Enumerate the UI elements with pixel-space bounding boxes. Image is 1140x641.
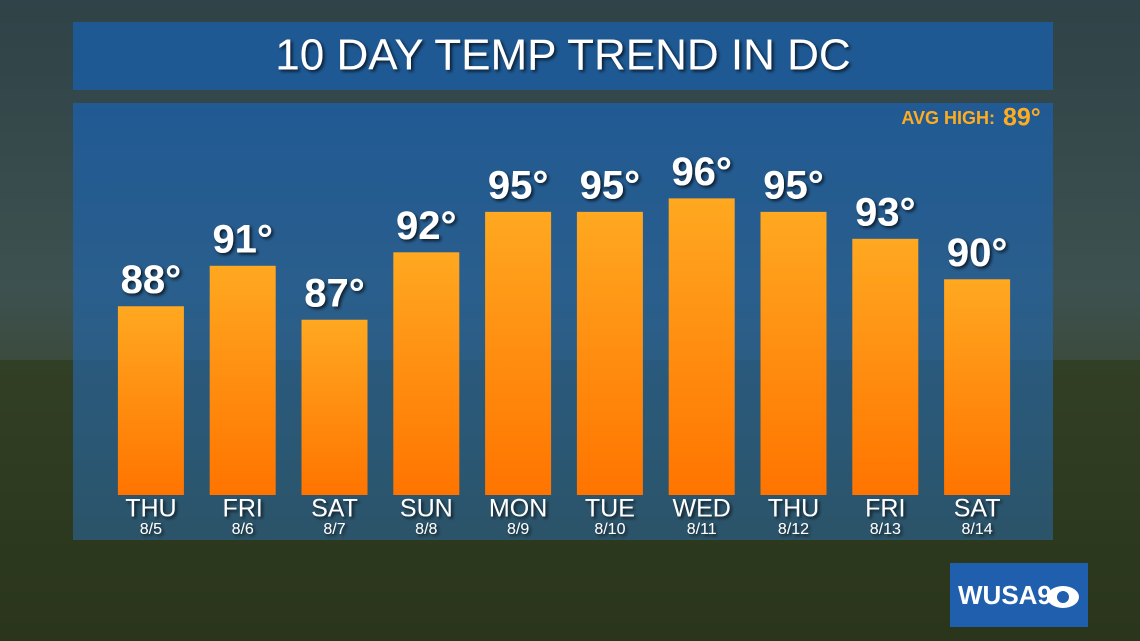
value-label: 92° xyxy=(396,204,457,248)
bar xyxy=(117,306,184,495)
date-label: 8/10 xyxy=(594,521,625,538)
date-label: 8/8 xyxy=(415,521,437,538)
date-label: 8/9 xyxy=(507,521,529,538)
x-tick-label: SAT xyxy=(954,495,1001,523)
value-label: 96° xyxy=(671,150,732,194)
bar xyxy=(944,279,1011,495)
value-label: 87° xyxy=(304,271,365,315)
x-tick-label: THU xyxy=(125,495,176,523)
x-tick-label: MON xyxy=(489,495,547,523)
date-label: 8/13 xyxy=(870,521,901,538)
date-label: 8/7 xyxy=(323,521,345,538)
value-label: 88° xyxy=(121,258,182,302)
logo-pupil xyxy=(1057,591,1069,603)
x-tick-label: THU xyxy=(768,495,819,523)
date-label: 8/12 xyxy=(778,521,809,538)
logo: WUSA9 xyxy=(950,563,1088,627)
value-label: 95° xyxy=(763,163,824,207)
title-bar xyxy=(73,22,1053,90)
bar xyxy=(301,319,368,495)
date-label: 8/6 xyxy=(232,521,254,538)
value-label: 95° xyxy=(580,163,641,207)
x-tick-label: TUE xyxy=(585,495,635,523)
value-label: 95° xyxy=(488,163,549,207)
bar xyxy=(852,238,919,496)
logo-text: WUSA9 xyxy=(958,580,1052,610)
bar xyxy=(576,211,643,496)
value-label: 90° xyxy=(947,231,1008,275)
value-label: 91° xyxy=(212,217,273,261)
bar xyxy=(485,211,552,496)
date-label: 8/5 xyxy=(140,521,162,538)
x-tick-label: FRI xyxy=(223,495,263,523)
x-tick-label: WED xyxy=(673,495,731,523)
annotation-value: 89° xyxy=(1003,104,1041,132)
x-tick-label: SAT xyxy=(311,495,358,523)
date-label: 8/14 xyxy=(962,521,993,538)
chart-title: 10 DAY TEMP TREND IN DC xyxy=(275,31,850,80)
bar xyxy=(393,252,460,495)
x-tick-label: FRI xyxy=(865,495,905,523)
bar xyxy=(209,265,276,495)
annotation-label: AVG HIGH: xyxy=(901,108,995,128)
bar xyxy=(760,211,827,496)
value-label: 93° xyxy=(855,190,916,234)
bar xyxy=(668,198,735,495)
date-label: 8/11 xyxy=(687,521,717,538)
x-tick-label: SUN xyxy=(400,495,453,523)
